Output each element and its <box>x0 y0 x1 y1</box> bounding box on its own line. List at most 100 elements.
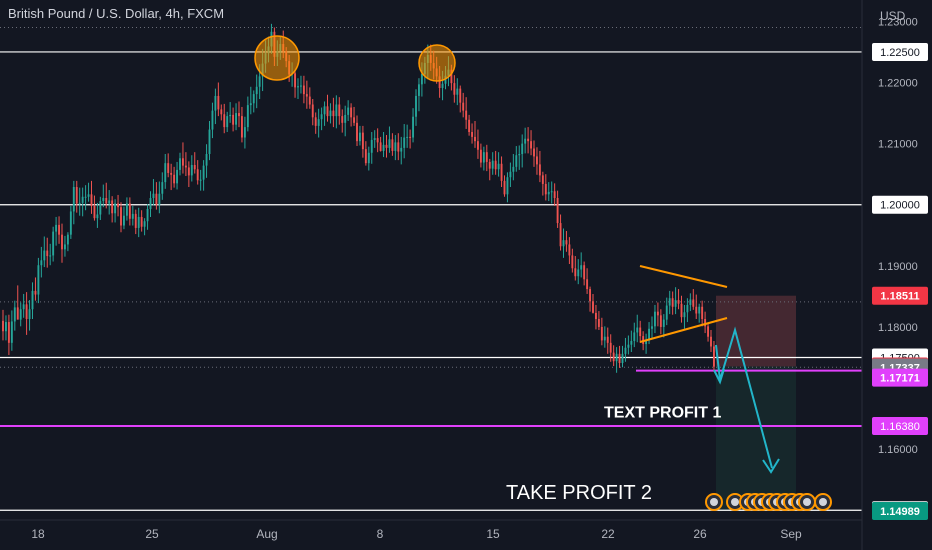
candle-body <box>49 255 52 257</box>
candle-body <box>391 139 394 151</box>
candle-body <box>509 171 512 178</box>
x-tick-label: Sep <box>780 527 802 541</box>
level-badge-label: 1.20000 <box>880 200 920 212</box>
candle-body <box>329 110 332 117</box>
y-tick-label: 1.21000 <box>878 139 918 151</box>
candle-body <box>158 193 161 205</box>
candle-body <box>34 290 37 295</box>
candle-body <box>600 326 603 341</box>
candle-body <box>606 336 609 343</box>
candle-body <box>338 104 341 117</box>
candle-body <box>497 163 500 170</box>
candle-body <box>707 326 709 337</box>
candle-body <box>13 307 16 322</box>
candle-body <box>170 172 173 175</box>
candle-body <box>698 306 701 314</box>
candle-body <box>524 138 527 144</box>
candle-body <box>412 116 414 138</box>
candle-body <box>491 160 494 169</box>
profit-zone <box>716 366 796 511</box>
candle-body <box>146 209 149 222</box>
candle-body <box>409 136 412 138</box>
candle-body <box>479 149 482 163</box>
candle-body <box>335 104 338 117</box>
candle-body <box>300 85 302 87</box>
candle-body <box>193 165 196 170</box>
candle-body <box>418 84 420 96</box>
candle-body <box>196 169 199 181</box>
candle-body <box>639 327 642 337</box>
candle-body <box>190 165 193 176</box>
candle-body <box>182 158 184 166</box>
candle-body <box>394 142 397 151</box>
candle-body <box>229 114 232 117</box>
candle-body <box>353 117 355 123</box>
candle-body <box>618 353 621 363</box>
candle-body <box>674 300 677 307</box>
candle-body <box>488 161 491 169</box>
candle-body <box>241 116 243 138</box>
candle-body <box>562 240 565 247</box>
annotation-label: TEXT PROFIT 1 <box>604 404 721 421</box>
candle-body <box>164 163 167 183</box>
candle-body <box>117 203 119 208</box>
candle-body <box>565 240 568 245</box>
candle-body <box>69 211 72 235</box>
candle-body <box>214 95 217 111</box>
candle-body <box>636 327 639 333</box>
candle-body <box>485 152 488 162</box>
candle-body <box>403 137 406 148</box>
candle-body <box>246 105 249 128</box>
candle-body <box>202 165 205 180</box>
candle-body <box>695 306 698 314</box>
x-tick-label: Aug <box>256 527 277 541</box>
candle-body <box>96 214 99 219</box>
candle-body <box>444 75 447 84</box>
candle-body <box>438 76 441 88</box>
candle-body <box>553 191 556 198</box>
candle-body <box>161 182 164 194</box>
candle-body <box>235 113 237 125</box>
candle-body <box>474 136 476 142</box>
candle-body <box>28 309 31 319</box>
candle-body <box>31 290 34 310</box>
candle-body <box>258 76 261 87</box>
candle-body <box>25 304 28 319</box>
candle-body <box>713 346 715 367</box>
candle-body <box>583 265 586 280</box>
candle-body <box>238 113 240 117</box>
candle-body <box>311 104 314 118</box>
candle-body <box>155 193 158 205</box>
candle-body <box>199 179 202 181</box>
candle-body <box>662 319 665 327</box>
candle-body <box>361 132 364 150</box>
candle-body <box>527 138 530 142</box>
candle-body <box>376 138 379 143</box>
candle-body <box>624 347 627 354</box>
candle-body <box>367 152 370 164</box>
candle-body <box>43 250 46 261</box>
candle-body <box>255 86 258 95</box>
candle-body <box>645 340 648 345</box>
candle-body <box>55 224 58 232</box>
candle-body <box>314 117 317 126</box>
candle-body <box>512 166 515 172</box>
candle-body <box>128 203 131 219</box>
candle-body <box>468 119 471 132</box>
candle-body <box>680 303 683 318</box>
candle-body <box>211 110 214 130</box>
candle-body <box>320 114 323 120</box>
candle-body <box>143 221 146 227</box>
candle-body <box>58 224 60 235</box>
candle-body <box>592 301 594 313</box>
candle-body <box>568 244 571 256</box>
candle-body <box>341 116 344 123</box>
candle-body <box>603 336 606 341</box>
candle-body <box>654 311 656 327</box>
candle-body <box>179 158 181 170</box>
candle-body <box>40 260 43 266</box>
y-tick-label: 1.19000 <box>878 261 918 273</box>
price-badge-label: 1.14989 <box>880 506 920 518</box>
candle-body <box>630 341 633 345</box>
